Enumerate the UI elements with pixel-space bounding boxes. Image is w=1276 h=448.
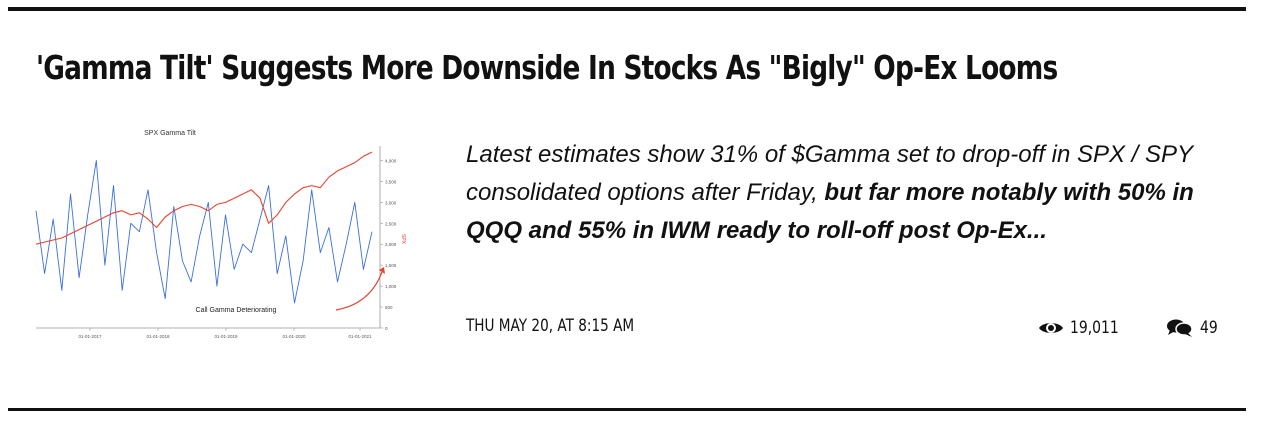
y-tick-label: 500 <box>385 305 393 310</box>
annotation-arrow <box>335 271 383 311</box>
comment-count-value: 49 <box>1200 318 1218 338</box>
article-title-link[interactable]: 'Gamma Tilt' Suggests More Downside In S… <box>36 48 1058 87</box>
y-tick-label: 3,000 <box>385 200 397 205</box>
teaser-bold-text: but far more notably with 50% in QQQ and… <box>466 179 1194 244</box>
y-tick-label: 3,500 <box>385 179 397 184</box>
view-count: 19,011 <box>1038 314 1129 342</box>
comment-count-link[interactable]: 49 <box>1166 314 1222 342</box>
y-tick-label: 4,000 <box>385 158 397 163</box>
y-tick-label: 2,000 <box>385 242 397 247</box>
x-tick-label: 01-01-2017 <box>78 334 102 339</box>
y-axis-label: SPX <box>400 234 406 245</box>
annotation-arrowhead <box>379 267 385 274</box>
eye-icon <box>1039 323 1063 333</box>
comment-bubbles-icon <box>1167 319 1193 337</box>
top-divider <box>8 7 1246 11</box>
article-teaser: Latest estimates show 31% of $Gamma set … <box>466 136 1236 250</box>
x-tick-label: 01-01-2018 <box>146 334 170 339</box>
chart-title: SPX Gamma Tilt <box>144 130 196 137</box>
chart-svg: SPX Gamma Tilt 4,000 3,500 3,000 2,500 2,000 1… <box>35 130 406 339</box>
article-date: THU MAY 20, AT 8:15 AM <box>466 316 635 336</box>
chart-annotation: Call Gamma Deteriorating <box>196 307 277 314</box>
y-tick-label: 1,500 <box>385 263 397 268</box>
x-tick-label: 01-01-2020 <box>282 334 306 339</box>
article-thumbnail[interactable]: SPX Gamma Tilt 4,000 3,500 3,000 2,500 2,000 1… <box>30 122 412 344</box>
view-count-value: 19,011 <box>1070 318 1119 338</box>
series-line <box>35 151 373 245</box>
y-tick-label: 1,000 <box>385 284 397 289</box>
x-tick-label: 01-01-2021 <box>348 334 372 339</box>
teaser-italic-text: Latest estimates show 31% of $Gamma set … <box>466 141 1193 206</box>
y-tick-label: 0 <box>385 326 388 331</box>
bottom-divider <box>8 408 1246 411</box>
series-line <box>35 160 373 304</box>
x-tick-label: 01-01-2019 <box>214 334 238 339</box>
y-tick-label: 2,500 <box>385 221 397 226</box>
